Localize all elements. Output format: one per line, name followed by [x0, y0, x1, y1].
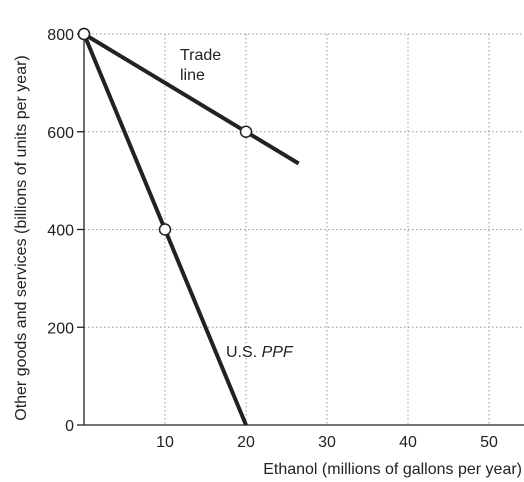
grid-layer	[84, 33, 524, 425]
x-tick-label-4: 50	[480, 434, 498, 451]
tick-layer: 10 20 30 40 50 0 200 400 600 800	[47, 27, 498, 451]
us-ppf-label-prefix: U.S.	[226, 344, 262, 361]
series-1-point-0	[77, 27, 91, 41]
x-tick-label-2: 30	[318, 434, 336, 451]
y-tick-label-0: 0	[65, 418, 74, 435]
y-tick-label-1: 200	[47, 320, 74, 337]
x-tick-label-0: 10	[156, 434, 174, 451]
y-tick-label-4: 800	[47, 27, 74, 44]
trade-line-label-line2: line	[180, 67, 205, 84]
y-tick-label-3: 600	[47, 125, 74, 142]
x-axis-title: Ethanol (millions of gallons per year)	[263, 461, 522, 478]
series-0-point-1	[158, 223, 172, 236]
series-layer	[77, 27, 300, 426]
us-ppf-label: U.S. PPF	[226, 344, 294, 361]
trade-line-label-line1: Trade	[180, 47, 221, 64]
trade-line-label: Trade line	[180, 47, 226, 84]
x-tick-label-3: 40	[399, 434, 417, 451]
y-axis-title: Other goods and services (billions of un…	[13, 55, 30, 421]
us-ppf-label-ppf: PPF	[262, 344, 294, 361]
x-tick-label-1: 20	[237, 434, 255, 451]
y-tick-label-2: 400	[47, 223, 74, 240]
series-1-point-1	[239, 125, 253, 138]
